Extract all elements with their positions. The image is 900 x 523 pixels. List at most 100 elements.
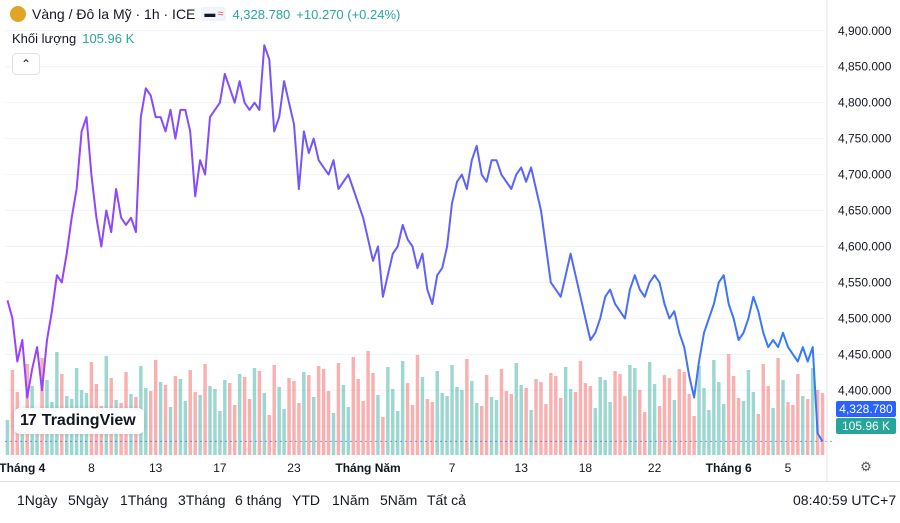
volume-bar xyxy=(282,409,286,455)
volume-bar xyxy=(549,373,553,455)
volume-bar xyxy=(682,372,686,455)
volume-bar xyxy=(726,354,731,455)
volume-bar xyxy=(623,396,627,455)
volume-bar xyxy=(573,392,578,455)
tradingview-watermark[interactable]: 17 TradingView xyxy=(14,408,144,434)
x-tick-label: 23 xyxy=(287,461,301,475)
volume-bar xyxy=(302,372,306,455)
volume-bar xyxy=(262,393,267,455)
volume-bar xyxy=(183,401,188,455)
volume-bar xyxy=(786,402,790,455)
clock[interactable]: 08:40:59 UTC+7 xyxy=(793,492,897,508)
volume-label[interactable]: Khối lượng xyxy=(12,31,77,46)
volume-bar xyxy=(287,378,291,455)
volume-bar xyxy=(810,368,815,455)
volume-bar xyxy=(652,384,657,455)
legend-pill[interactable]: ▬ ≈ xyxy=(201,7,227,21)
volume-bar xyxy=(55,352,59,455)
volume-bar xyxy=(588,386,593,455)
y-tick-label: 4,650.000 xyxy=(838,204,892,218)
volume-bar xyxy=(213,389,217,455)
x-tick-label: 13 xyxy=(515,461,529,475)
volume-bar xyxy=(242,377,247,455)
volume-legend: Khối lượng 105.96 K xyxy=(12,31,134,46)
volume-bar xyxy=(198,395,202,455)
volume-bar xyxy=(628,365,632,455)
volume-bar xyxy=(316,366,321,455)
collapse-legend-button[interactable]: ⌃ xyxy=(12,53,40,75)
volume-bar xyxy=(647,362,652,455)
y-tick-label: 4,700.000 xyxy=(838,168,892,182)
volume-bar xyxy=(563,367,568,455)
y-tick-label: 4,800.000 xyxy=(838,96,892,110)
range-all[interactable]: Tất cả xyxy=(427,492,466,508)
volume-bar xyxy=(351,357,355,455)
volume-bar xyxy=(267,415,272,455)
volume-bar xyxy=(331,413,336,455)
volume-bar xyxy=(405,383,410,455)
volume-bar xyxy=(692,416,696,455)
x-tick-label: Tháng Năm xyxy=(335,461,400,475)
range-6m[interactable]: 6 tháng xyxy=(235,492,282,508)
volume-bar xyxy=(376,395,380,455)
volume-bar xyxy=(252,368,257,455)
volume-bar xyxy=(5,420,10,455)
minus-icon: ▬ xyxy=(204,8,216,20)
volume-bar xyxy=(391,389,395,455)
approx-icon: ≈ xyxy=(217,8,224,20)
volume-bar xyxy=(534,379,538,455)
volume-bar xyxy=(371,373,375,455)
range-5d[interactable]: 5Ngày xyxy=(68,492,109,508)
volume-bar xyxy=(460,390,464,455)
volume-bar xyxy=(820,393,825,455)
volume-bar xyxy=(583,383,588,455)
volume-bar xyxy=(677,369,682,455)
volume-bar xyxy=(237,374,242,455)
symbol-title[interactable]: Vàng / Đô la Mỹ · 1h · ICE xyxy=(32,6,196,22)
volume-bar xyxy=(336,363,341,455)
last-price: 4,328.780 xyxy=(232,6,291,22)
y-tick-label: 4,550.000 xyxy=(838,275,892,289)
range-1d[interactable]: 1Ngày xyxy=(17,492,58,508)
symbol-legend: Vàng / Đô la Mỹ · 1h · ICE ▬ ≈ 4,328.780 … xyxy=(10,6,400,22)
volume-bar xyxy=(346,407,351,455)
volume-bar xyxy=(386,367,390,455)
volume-bar xyxy=(445,396,449,455)
price-change: +10.270 (+0.24%) xyxy=(296,6,401,22)
volume-bar xyxy=(425,399,430,455)
volume-bar xyxy=(539,382,543,455)
volume-bar xyxy=(791,405,795,455)
volume-bar xyxy=(712,360,716,455)
volume-bar xyxy=(223,380,227,455)
range-5y[interactable]: 5Năm xyxy=(380,492,418,508)
volume-bar xyxy=(410,405,415,455)
range-1m[interactable]: 1Tháng xyxy=(120,492,168,508)
x-tick-label: Tháng 6 xyxy=(706,461,752,475)
axis-settings-icon[interactable]: ⚙ xyxy=(860,459,872,474)
volume-bar xyxy=(381,417,385,455)
x-tick-label: 13 xyxy=(149,461,163,475)
volume-bar xyxy=(697,366,701,455)
volume-bar xyxy=(558,398,563,455)
volume-bar xyxy=(247,399,252,455)
volume-bar xyxy=(203,364,207,455)
volume-bar xyxy=(168,407,173,455)
volume-bar xyxy=(761,364,765,455)
volume-bar xyxy=(104,356,108,455)
x-tick-label: 17 xyxy=(213,461,227,475)
volume-bar xyxy=(40,358,44,455)
volume-bar xyxy=(598,377,602,455)
volume-bar xyxy=(257,371,262,455)
volume-bar xyxy=(440,393,444,455)
volume-bar xyxy=(400,361,405,455)
volume-bar xyxy=(662,375,667,455)
volume-bar xyxy=(509,394,514,455)
volume-bar xyxy=(568,389,573,455)
range-ytd[interactable]: YTD xyxy=(292,492,320,508)
volume-bar xyxy=(361,401,365,455)
x-tick-label: 8 xyxy=(88,461,95,475)
range-3m[interactable]: 3Tháng xyxy=(178,492,226,508)
range-1y[interactable]: 1Năm xyxy=(332,492,370,508)
